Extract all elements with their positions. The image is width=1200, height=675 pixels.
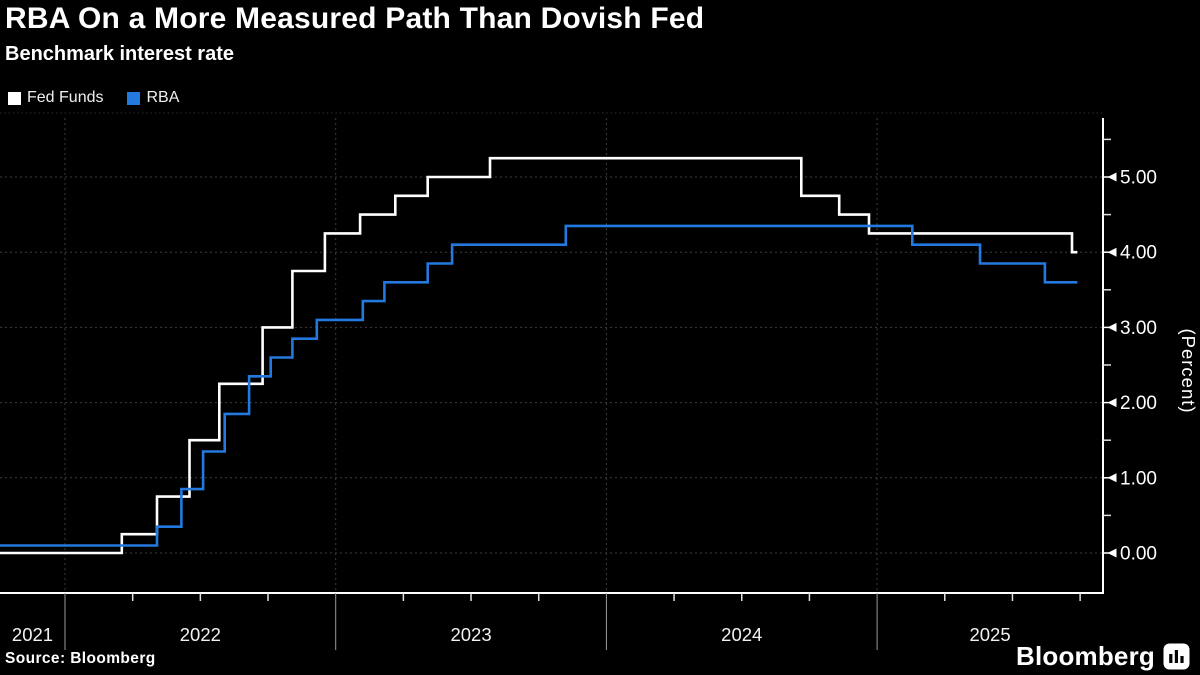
bloomberg-chart-icon — [1163, 643, 1190, 670]
svg-text:3.00: 3.00 — [1120, 318, 1157, 339]
svg-text:0.00: 0.00 — [1120, 544, 1157, 565]
source-note: Source: Bloomberg — [5, 650, 156, 667]
svg-text:2024: 2024 — [721, 624, 762, 645]
legend-item-fed-funds: Fed Funds — [8, 89, 104, 106]
legend-item-rba: RBA — [127, 89, 180, 106]
bloomberg-wordmark: Bloomberg — [1015, 641, 1155, 671]
svg-text:2.00: 2.00 — [1120, 393, 1157, 414]
chart-title: RBA On a More Measured Path Than Dovish … — [5, 2, 705, 35]
legend-label-rba: RBA — [146, 89, 180, 106]
legend-swatch-rba — [127, 91, 141, 105]
svg-text:1.00: 1.00 — [1120, 468, 1157, 489]
svg-text:2023: 2023 — [450, 624, 491, 645]
svg-text:(Percent): (Percent) — [1178, 328, 1199, 413]
svg-text:2021: 2021 — [12, 624, 53, 645]
bloomberg-logo: Bloomberg — [1016, 641, 1190, 672]
legend-swatch-fed-funds — [8, 91, 21, 105]
svg-text:5.00: 5.00 — [1120, 168, 1157, 189]
svg-text:2025: 2025 — [969, 624, 1010, 645]
chart-subtitle: Benchmark interest rate — [5, 43, 234, 65]
svg-text:2022: 2022 — [180, 624, 221, 645]
svg-text:4.00: 4.00 — [1120, 243, 1157, 264]
legend-label-fed-funds: Fed Funds — [27, 89, 104, 106]
legend: Fed Funds RBA — [8, 89, 180, 106]
